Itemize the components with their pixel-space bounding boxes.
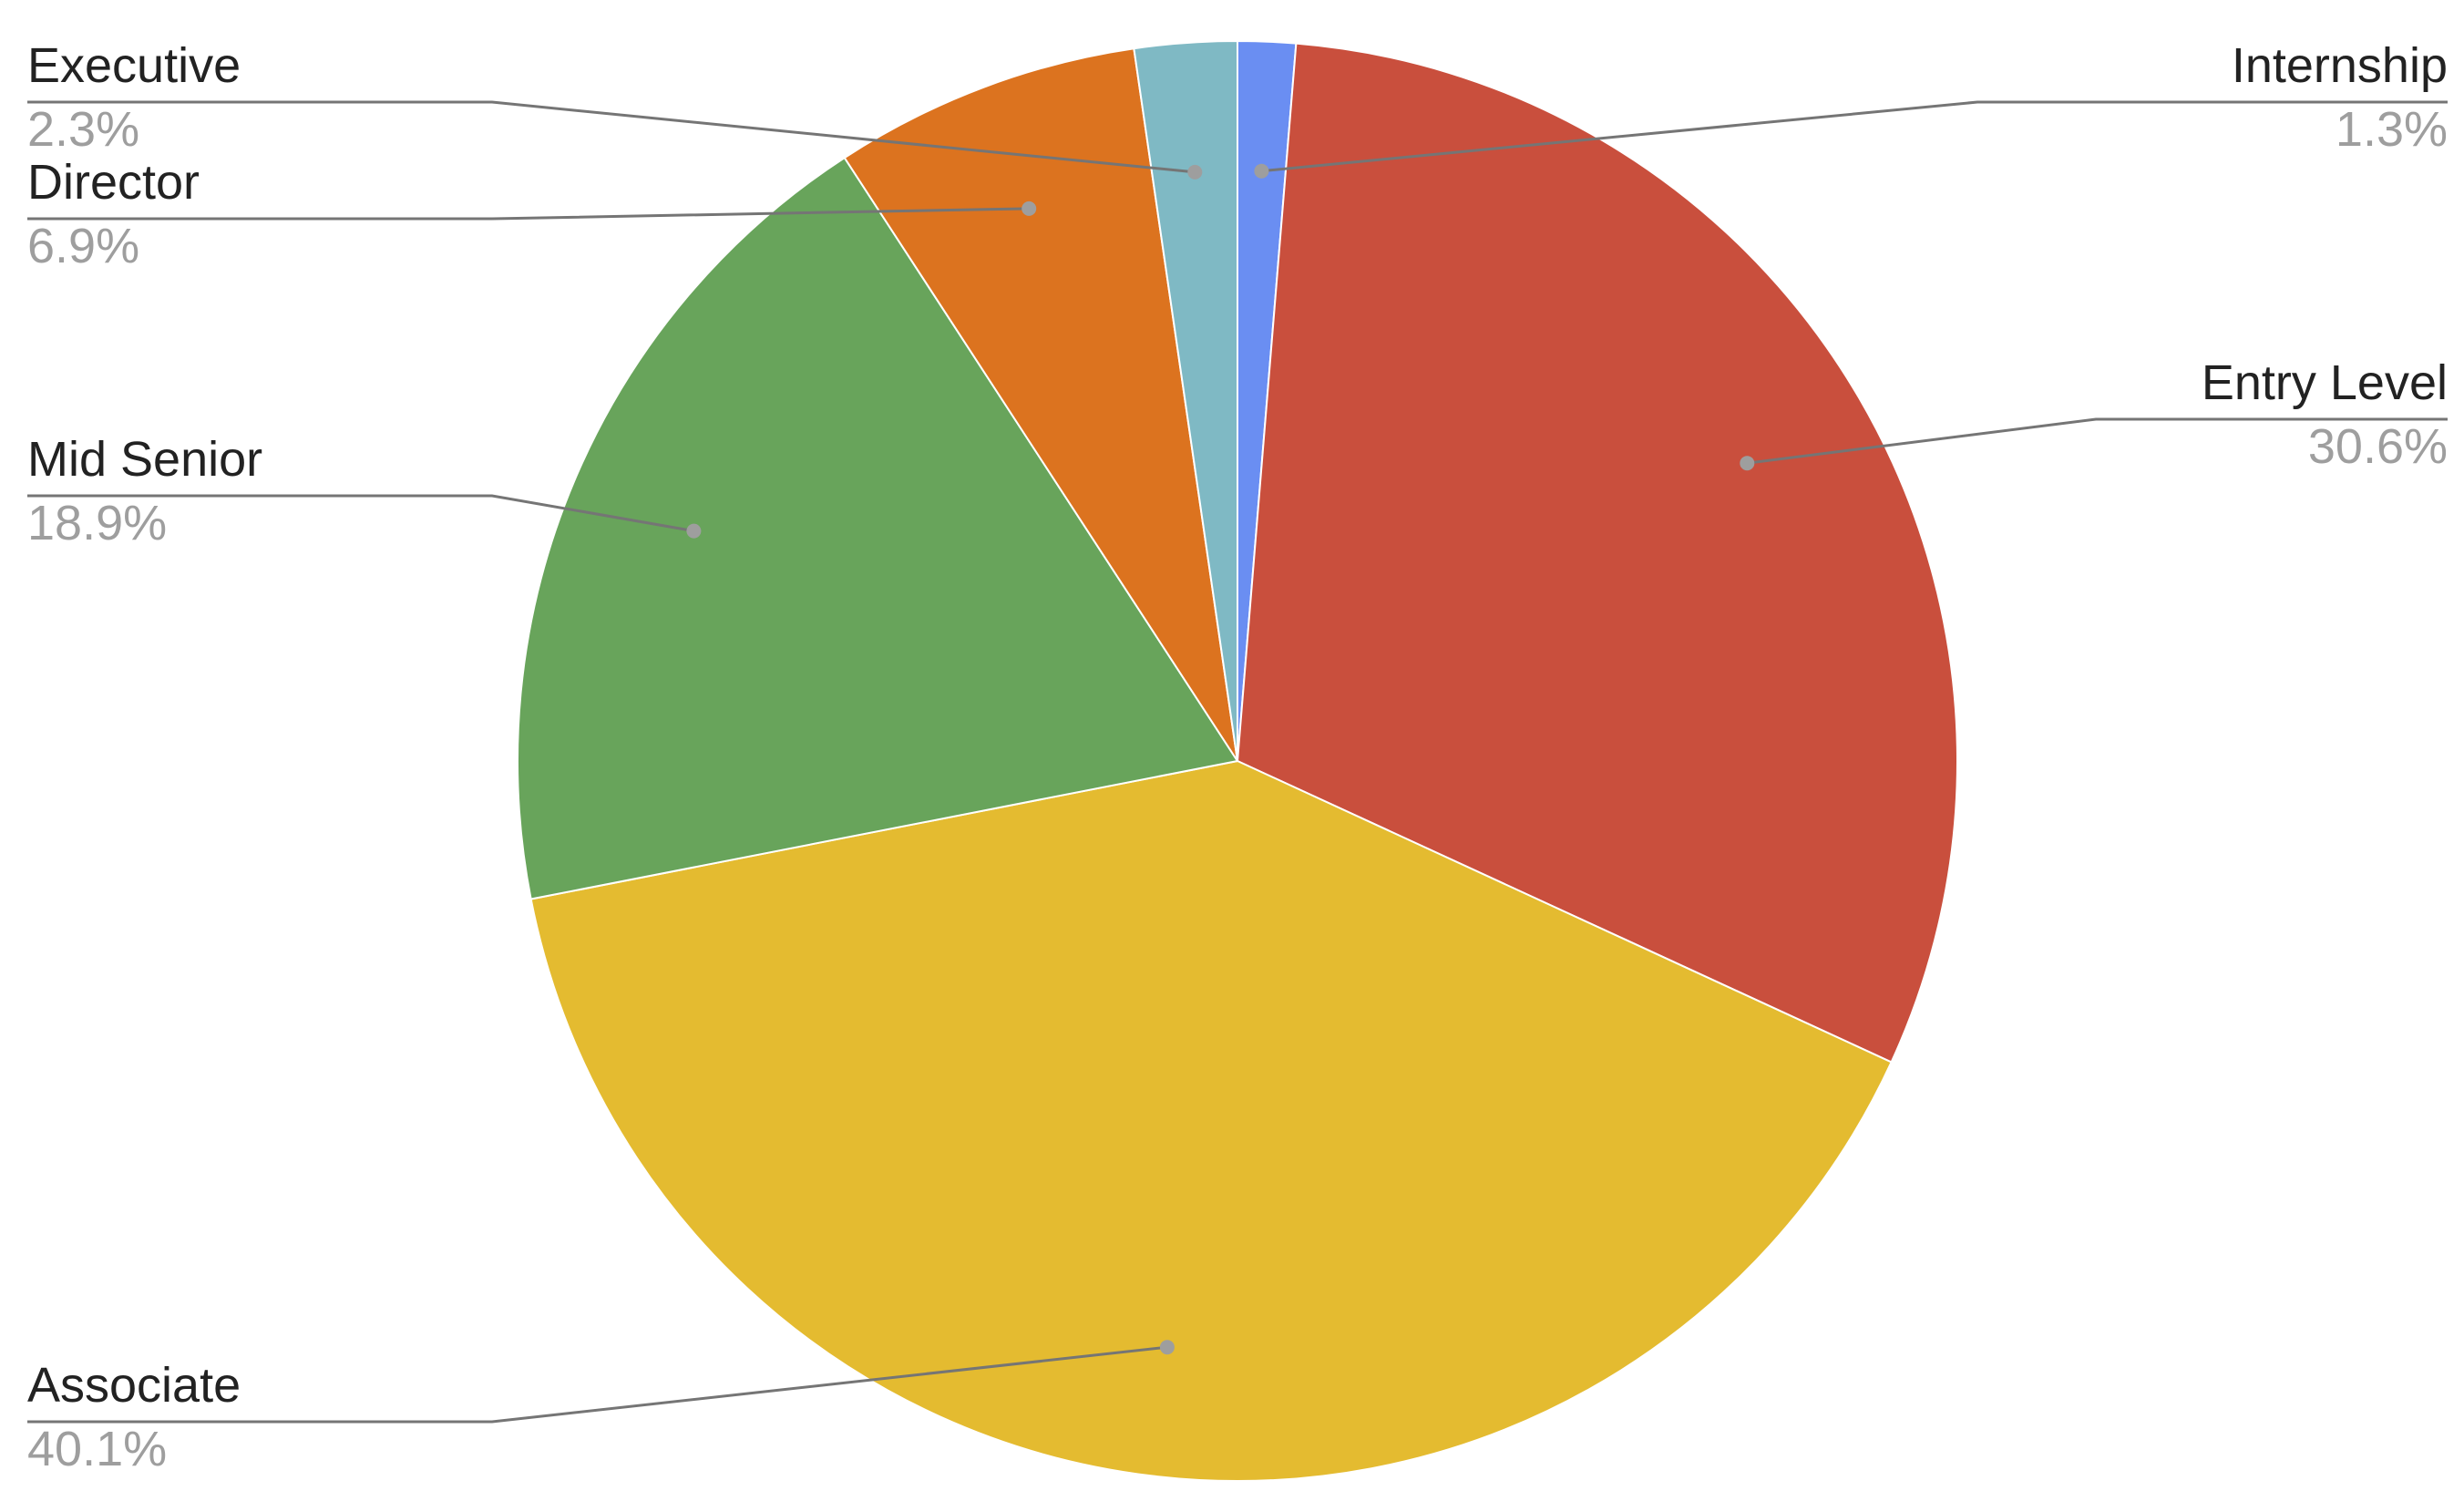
slice-value-internship: 1.3% (2336, 102, 2448, 157)
slice-label-executive: Executive (27, 38, 241, 93)
leader-dot-associate (1159, 1340, 1175, 1355)
leader-dot-director (1022, 201, 1037, 216)
slice-associate[interactable] (529, 759, 1893, 1482)
slice-label-internship: Internship (2232, 38, 2448, 93)
slice-value-mid-senior: 18.9% (27, 496, 167, 550)
leader-line-director (27, 207, 1030, 221)
leader-dot-executive (1187, 164, 1203, 180)
slice-label-associate: Associate (27, 1358, 241, 1413)
slice-label-mid-senior: Mid Senior (27, 432, 262, 487)
slice-value-associate: 40.1% (27, 1422, 167, 1476)
slice-executive[interactable] (1133, 39, 1238, 762)
leader-dot-internship (1254, 163, 1269, 179)
slice-value-executive: 2.3% (27, 102, 139, 157)
slice-entry-level[interactable] (1236, 42, 1958, 1064)
leader-line-executive (27, 100, 1196, 174)
leader-line-mid-senior (27, 494, 694, 533)
slice-labels: Internship 1.3% Entry Level 30.6% Associate 4… (27, 38, 2448, 1476)
slice-value-director: 6.9% (27, 219, 139, 273)
slice-label-entry-level: Entry Level (2202, 355, 2448, 410)
leader-line-internship (1261, 100, 2448, 173)
slice-director[interactable] (843, 47, 1238, 762)
slice-label-director: Director (27, 155, 200, 210)
leader-dot-mid-senior (686, 523, 702, 539)
leader-line-entry-level (1747, 417, 2448, 465)
pie-slices (517, 39, 1958, 1482)
leader-dot-entry-level (1740, 456, 1755, 471)
slice-mid-senior[interactable] (517, 156, 1239, 900)
slice-value-entry-level: 30.6% (2308, 419, 2448, 474)
leader-lines (27, 100, 2448, 1424)
leader-line-associate (27, 1345, 1168, 1424)
